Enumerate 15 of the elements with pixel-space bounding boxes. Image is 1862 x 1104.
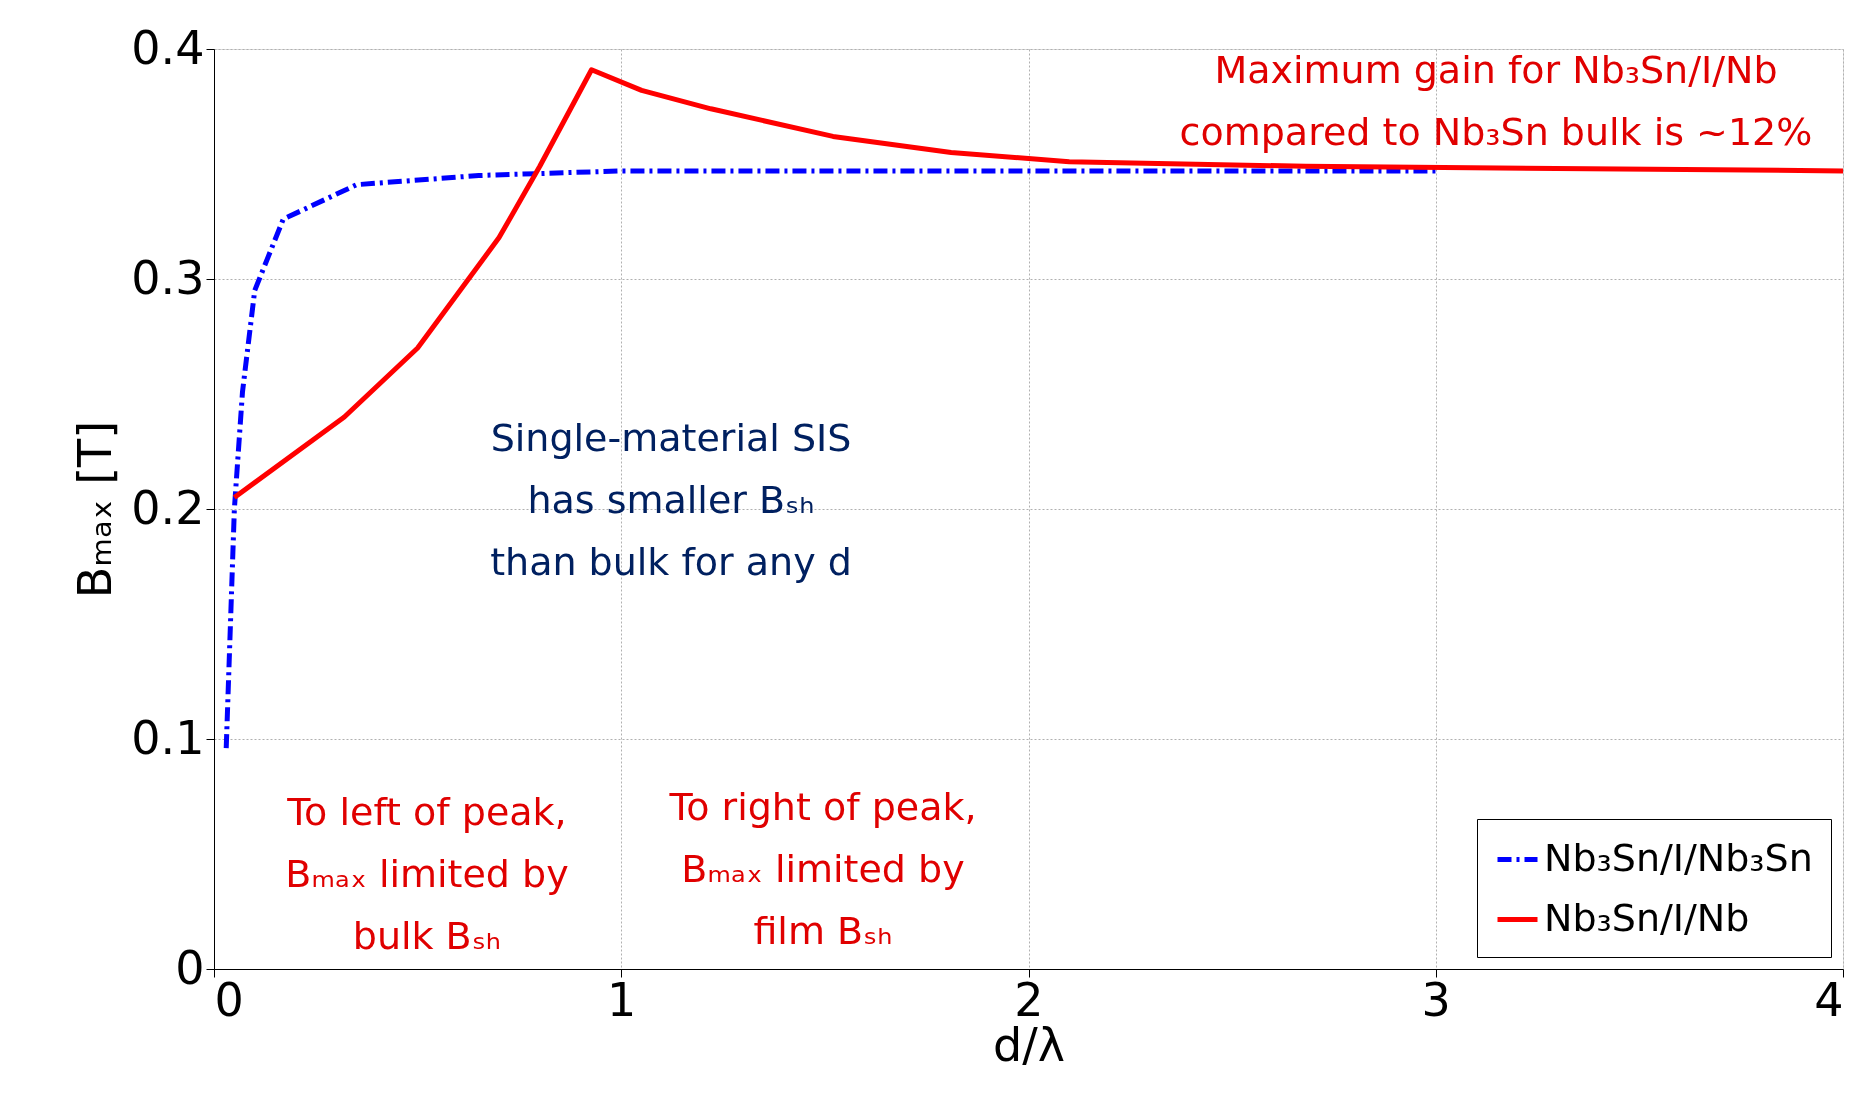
x-tick-label: 1 [607,972,637,1027]
x-tick-label: 0 [214,972,244,1027]
legend-label: Nb₃Sn/I/Nb₃Sn [1544,835,1813,880]
annotation: To left of peak, Bₘₐₓ limited by bulk Bₛₕ [285,790,569,958]
annotation: To right of peak, Bₘₐₓ limited by film Bₛₕ [668,785,977,953]
y-tick-label: 0.2 [131,480,205,535]
y-tick-label: 0.3 [131,250,205,305]
annotation: Maximum gain for Nb₃Sn/I/Nb compared to Nb₃Sn bulk is ~12% [1179,48,1813,154]
x-tick-label: 4 [1814,972,1844,1027]
x-tick-label: 3 [1421,972,1451,1027]
y-tick-label: 0.4 [131,20,205,75]
legend-label: Nb₃Sn/I/Nb [1544,895,1750,940]
y-axis-title: Bₘₐₓ [T] [68,420,123,599]
y-tick-label: 0.1 [131,710,205,765]
annotation: Single-material SIS has smaller Bₛₕ than bulk for any d [490,416,852,584]
